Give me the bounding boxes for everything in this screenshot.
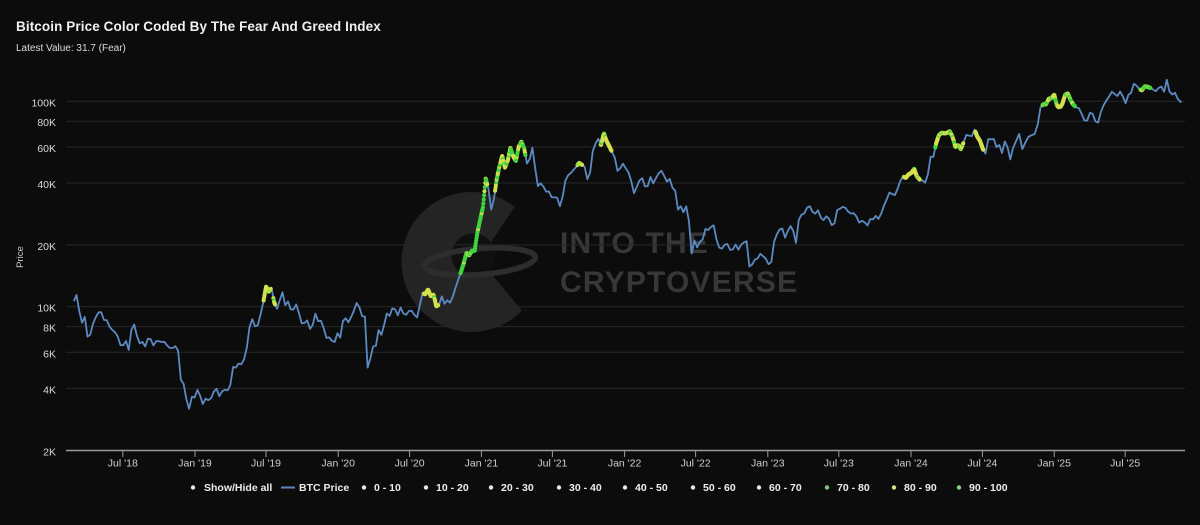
svg-text:Jul '19: Jul '19 xyxy=(251,458,281,470)
svg-text:30 - 40: 30 - 40 xyxy=(569,482,602,494)
svg-text:Jan '19: Jan '19 xyxy=(178,458,212,470)
svg-text:Jan '21: Jan '21 xyxy=(465,458,499,470)
svg-text:90 - 100: 90 - 100 xyxy=(969,482,1008,494)
svg-text:4K: 4K xyxy=(43,384,56,396)
svg-text:BTC Price: BTC Price xyxy=(299,482,349,494)
svg-text:10 - 20: 10 - 20 xyxy=(436,482,469,494)
svg-text:Jul '20: Jul '20 xyxy=(395,458,425,470)
svg-text:20K: 20K xyxy=(37,241,56,253)
svg-text:Jul '24: Jul '24 xyxy=(967,458,997,470)
svg-text:60 - 70: 60 - 70 xyxy=(769,482,802,494)
svg-text:Jul '25: Jul '25 xyxy=(1110,458,1140,470)
svg-text:Jul '22: Jul '22 xyxy=(681,458,711,470)
svg-text:10K: 10K xyxy=(37,303,56,315)
svg-text:40K: 40K xyxy=(37,179,56,191)
svg-text:50 - 60: 50 - 60 xyxy=(703,482,736,494)
svg-text:8K: 8K xyxy=(43,323,56,335)
svg-text:INTO THE: INTO THE xyxy=(560,227,709,260)
svg-text:Price: Price xyxy=(15,246,26,268)
svg-text:Jan '24: Jan '24 xyxy=(894,458,928,470)
svg-text:Jan '20: Jan '20 xyxy=(321,458,355,470)
svg-text:Jul '21: Jul '21 xyxy=(537,458,567,470)
svg-text:70 - 80: 70 - 80 xyxy=(837,482,870,494)
svg-text:Jan '23: Jan '23 xyxy=(751,458,785,470)
svg-text:40 - 50: 40 - 50 xyxy=(635,482,668,494)
svg-text:CRYPTOVERSE: CRYPTOVERSE xyxy=(560,266,798,299)
svg-text:0 - 10: 0 - 10 xyxy=(374,482,401,494)
svg-text:Jan '25: Jan '25 xyxy=(1037,458,1071,470)
svg-text:Jul '18: Jul '18 xyxy=(108,458,138,470)
svg-text:6K: 6K xyxy=(43,348,56,360)
svg-text:2K: 2K xyxy=(43,446,56,458)
svg-text:Show/Hide all: Show/Hide all xyxy=(204,482,272,494)
svg-text:Jul '23: Jul '23 xyxy=(824,458,854,470)
svg-text:20 - 30: 20 - 30 xyxy=(501,482,534,494)
svg-text:60K: 60K xyxy=(37,143,56,155)
svg-text:80 - 90: 80 - 90 xyxy=(904,482,937,494)
svg-text:Jan '22: Jan '22 xyxy=(608,458,642,470)
svg-text:100K: 100K xyxy=(31,97,56,109)
svg-text:80K: 80K xyxy=(37,117,56,129)
